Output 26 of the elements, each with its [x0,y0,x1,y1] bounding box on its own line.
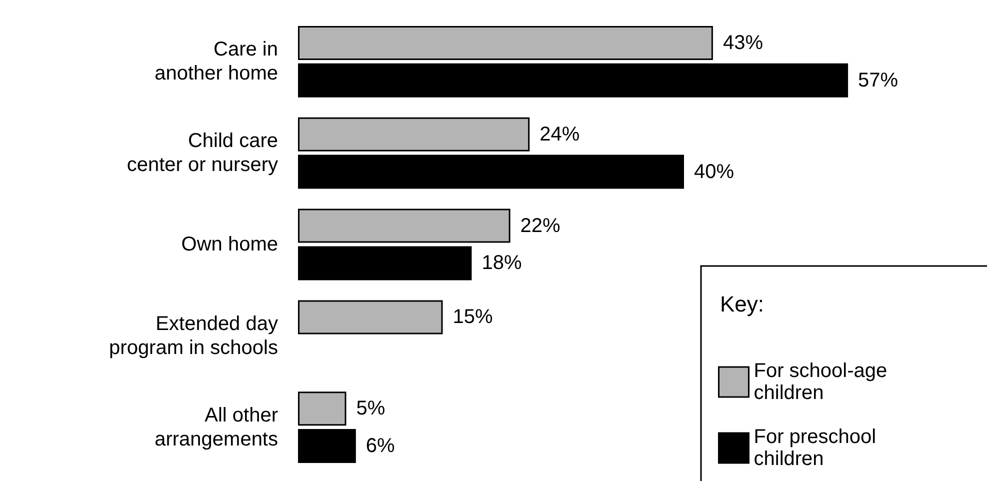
legend-title: Key: [720,292,764,316]
data-label: 6% [366,435,396,457]
bar [298,429,356,463]
y-tick-label: Own home [181,234,278,256]
data-label: 57% [858,69,898,92]
data-label: 43% [722,32,764,54]
bar [298,117,530,152]
data-label: 5% [356,398,386,420]
data-label: 18% [482,252,522,274]
bar [298,300,443,334]
data-label: 15% [452,306,493,328]
data-label: 22% [520,214,561,237]
bar [298,246,472,280]
bar [298,63,848,98]
data-label: 24% [540,123,580,146]
data-label: 40% [694,160,734,183]
bar [298,154,684,189]
y-tick-label: Extended day program in schools [109,312,278,359]
legend-label: For preschool children [754,426,876,470]
bar [298,392,346,426]
bar [298,26,713,60]
y-tick-label: Care in another home [154,38,278,85]
legend-label: For school-age children [754,360,888,404]
y-tick-label: All other arrangements [154,404,278,450]
y-tick-label: Child care center or nursery [126,130,278,176]
bar [298,208,510,243]
